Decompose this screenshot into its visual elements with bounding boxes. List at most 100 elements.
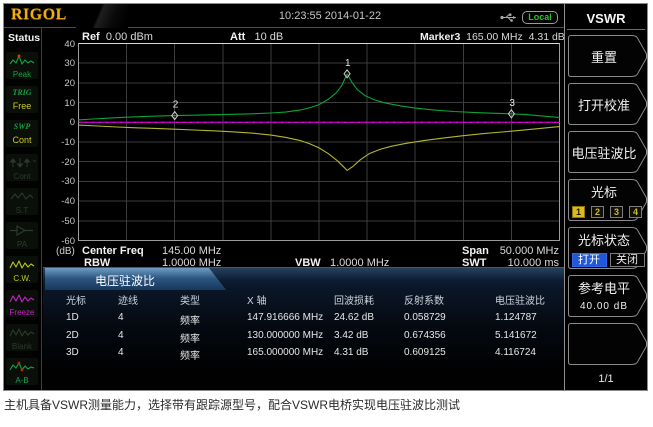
softkey-reset[interactable]: 重置 bbox=[568, 35, 648, 77]
table-cell-r1c2: 4 bbox=[118, 312, 124, 323]
sweep-plot: 1 2 3 bbox=[78, 43, 560, 241]
softkey-value-ref-level: 40.00 dB bbox=[579, 301, 629, 312]
table-cell-r1c1: 1D bbox=[66, 312, 79, 323]
table-col-header-5: 反射系数 bbox=[404, 296, 444, 307]
bottom-caption: 主机具备VSWR测量能力，选择带有跟踪源型号，配合VSWR电桥实现电压驻波比测试 bbox=[4, 398, 461, 412]
y-tick-30: 30 bbox=[64, 58, 75, 70]
marker-diamond-1 bbox=[343, 68, 351, 79]
table-cell-r3c3: 频率 bbox=[180, 351, 200, 362]
marker-option-3[interactable]: 3 bbox=[610, 206, 623, 218]
table-cell-r1c5: 24.62 dB bbox=[334, 312, 375, 323]
vbw-readout: VBW bbox=[295, 257, 321, 269]
softkey-label-open-cal: 打开校准 bbox=[577, 97, 630, 113]
marker-diamond-2 bbox=[171, 110, 179, 121]
table-col-header-3: X 轴 bbox=[247, 296, 267, 307]
toggle-option-on[interactable]: 打开 bbox=[571, 253, 607, 267]
reflection-trace bbox=[78, 124, 560, 171]
status-item-pa: PA bbox=[6, 222, 38, 249]
status-item-label-freeze: Freeze bbox=[9, 308, 35, 317]
toggle-row: 打开 关闭 bbox=[570, 253, 646, 267]
table-cell-r2c6: 0.674356 bbox=[404, 329, 446, 341]
y-axis-unit: (dB) bbox=[56, 246, 75, 257]
table-cell-r2c3: 频率 bbox=[180, 333, 200, 345]
table-cell-r3c4: 165.000000 MHz bbox=[247, 347, 324, 358]
status-item-label-peak: Peak bbox=[12, 70, 32, 79]
marker-amp: 4.31 dB bbox=[528, 31, 565, 43]
marker-label: Marker3 bbox=[420, 31, 461, 43]
cont-icon bbox=[9, 158, 36, 168]
status-item-label-swp: Cont bbox=[12, 135, 32, 145]
att-value: 10 dB bbox=[254, 31, 284, 43]
y-tick-20: 20 bbox=[64, 77, 75, 89]
ref-label: Ref bbox=[82, 31, 100, 43]
table-cell-r2c4: 130.000000 MHz bbox=[247, 329, 324, 341]
table-col-header-1: 迹线 bbox=[118, 296, 138, 307]
status-item-st: S.T bbox=[6, 188, 38, 215]
status-item-label-cont: Cont bbox=[13, 172, 31, 181]
local-mode-badge: Local bbox=[522, 11, 558, 24]
table-cell-r2c1: 2D bbox=[66, 329, 79, 341]
blank-icon bbox=[9, 328, 35, 337]
marker-option-1[interactable]: 1 bbox=[572, 206, 585, 218]
table-cell-r1c3: 频率 bbox=[180, 316, 200, 327]
usb-icon bbox=[500, 13, 516, 22]
menu-separator bbox=[567, 29, 645, 30]
marker-number-1: 1 bbox=[345, 58, 351, 69]
menu-page-indicator: 1/1 bbox=[598, 373, 614, 385]
return-loss-trace bbox=[78, 73, 560, 121]
status-item-label-trig: Free bbox=[12, 101, 32, 111]
ref-level-readout: Ref 0.00 dBm bbox=[82, 31, 153, 43]
softkey-blank[interactable] bbox=[568, 323, 648, 365]
marker-option-2[interactable]: 2 bbox=[591, 206, 604, 218]
toggle-option-off[interactable]: 关闭 bbox=[609, 253, 645, 267]
softkey-label-marker: 光标 bbox=[590, 184, 617, 200]
attenuation-readout: Att 10 dB bbox=[230, 31, 283, 43]
softkey-open-cal[interactable]: 打开校准 bbox=[568, 83, 648, 125]
status-item-blank: Blank bbox=[6, 324, 38, 351]
logo-slash-decoration bbox=[76, 4, 128, 28]
table-col-header-4: 回波损耗 bbox=[334, 296, 374, 307]
status-sidebar: Status Peak TRIG Free SWP Cont Cont S.T PA C.W. F… bbox=[4, 28, 42, 390]
table-cell-r3c5: 4.31 dB bbox=[334, 347, 369, 358]
vbw-value: 1.0000 MHz bbox=[330, 257, 390, 269]
analyzer-screen: RIGOL 10:23:55 2014-01-22 Local Status P… bbox=[3, 3, 648, 391]
status-item-cw: C.W. bbox=[6, 256, 38, 283]
cw-icon bbox=[9, 260, 35, 269]
vbw-label: VBW bbox=[295, 257, 321, 269]
rbw-label: RBW bbox=[84, 257, 111, 269]
att-label: Att bbox=[230, 31, 246, 43]
center-freq-value: 145.00 MHz bbox=[162, 245, 222, 257]
softkey-label-blank bbox=[568, 323, 640, 365]
status-item-label-ab: A-B bbox=[15, 376, 29, 385]
rbw-value: 1.0000 MHz bbox=[162, 257, 222, 269]
softkey-ref-level[interactable]: 参考电平 40.00 dB bbox=[568, 275, 648, 317]
marker-freq: 165.00 MHz bbox=[466, 31, 523, 43]
top-status-bar: RIGOL 10:23:55 2014-01-22 Local bbox=[4, 4, 647, 28]
marker-diamond-3 bbox=[507, 108, 516, 119]
y-tick--60: -60 bbox=[61, 235, 75, 247]
table-title-tab bbox=[45, 268, 227, 291]
marker-table: 光标 迹线 类型 X 轴 回波损耗 反射系数 电压驻波比 1D 4 频率 147.916666 MH… bbox=[43, 290, 564, 390]
status-item-peak: Peak bbox=[6, 52, 38, 79]
y-tick-40: 40 bbox=[64, 38, 75, 50]
softkey-label-marker-state: 光标状态 bbox=[577, 232, 630, 248]
status-item-mode-swp: SWP bbox=[13, 122, 31, 131]
marker-option-4[interactable]: 4 bbox=[629, 206, 642, 218]
softkey-marker-state[interactable]: 光标状态打开 关闭 bbox=[568, 227, 648, 269]
ref-value: 0.00 dBm bbox=[105, 31, 153, 43]
y-tick--30: -30 bbox=[61, 176, 75, 188]
y-tick--20: -20 bbox=[61, 156, 75, 168]
center-freq-label: Center Freq bbox=[82, 245, 144, 257]
y-tick--50: -50 bbox=[61, 215, 75, 227]
softkey-marker[interactable]: 光标 1 2 3 4 bbox=[568, 179, 648, 221]
span-label: Span bbox=[462, 245, 489, 257]
table-col-header-2: 类型 bbox=[180, 296, 200, 307]
table-col-header-6: 电压驻波比 bbox=[495, 296, 545, 307]
sidebar-title: Status bbox=[8, 32, 41, 44]
status-item-label-pa: PA bbox=[16, 240, 28, 249]
softkey-frame bbox=[568, 323, 647, 365]
y-tick--40: -40 bbox=[61, 196, 75, 208]
softkey-vswr[interactable]: 电压驻波比 bbox=[568, 131, 648, 173]
status-item-label-blank: Blank bbox=[11, 342, 32, 351]
